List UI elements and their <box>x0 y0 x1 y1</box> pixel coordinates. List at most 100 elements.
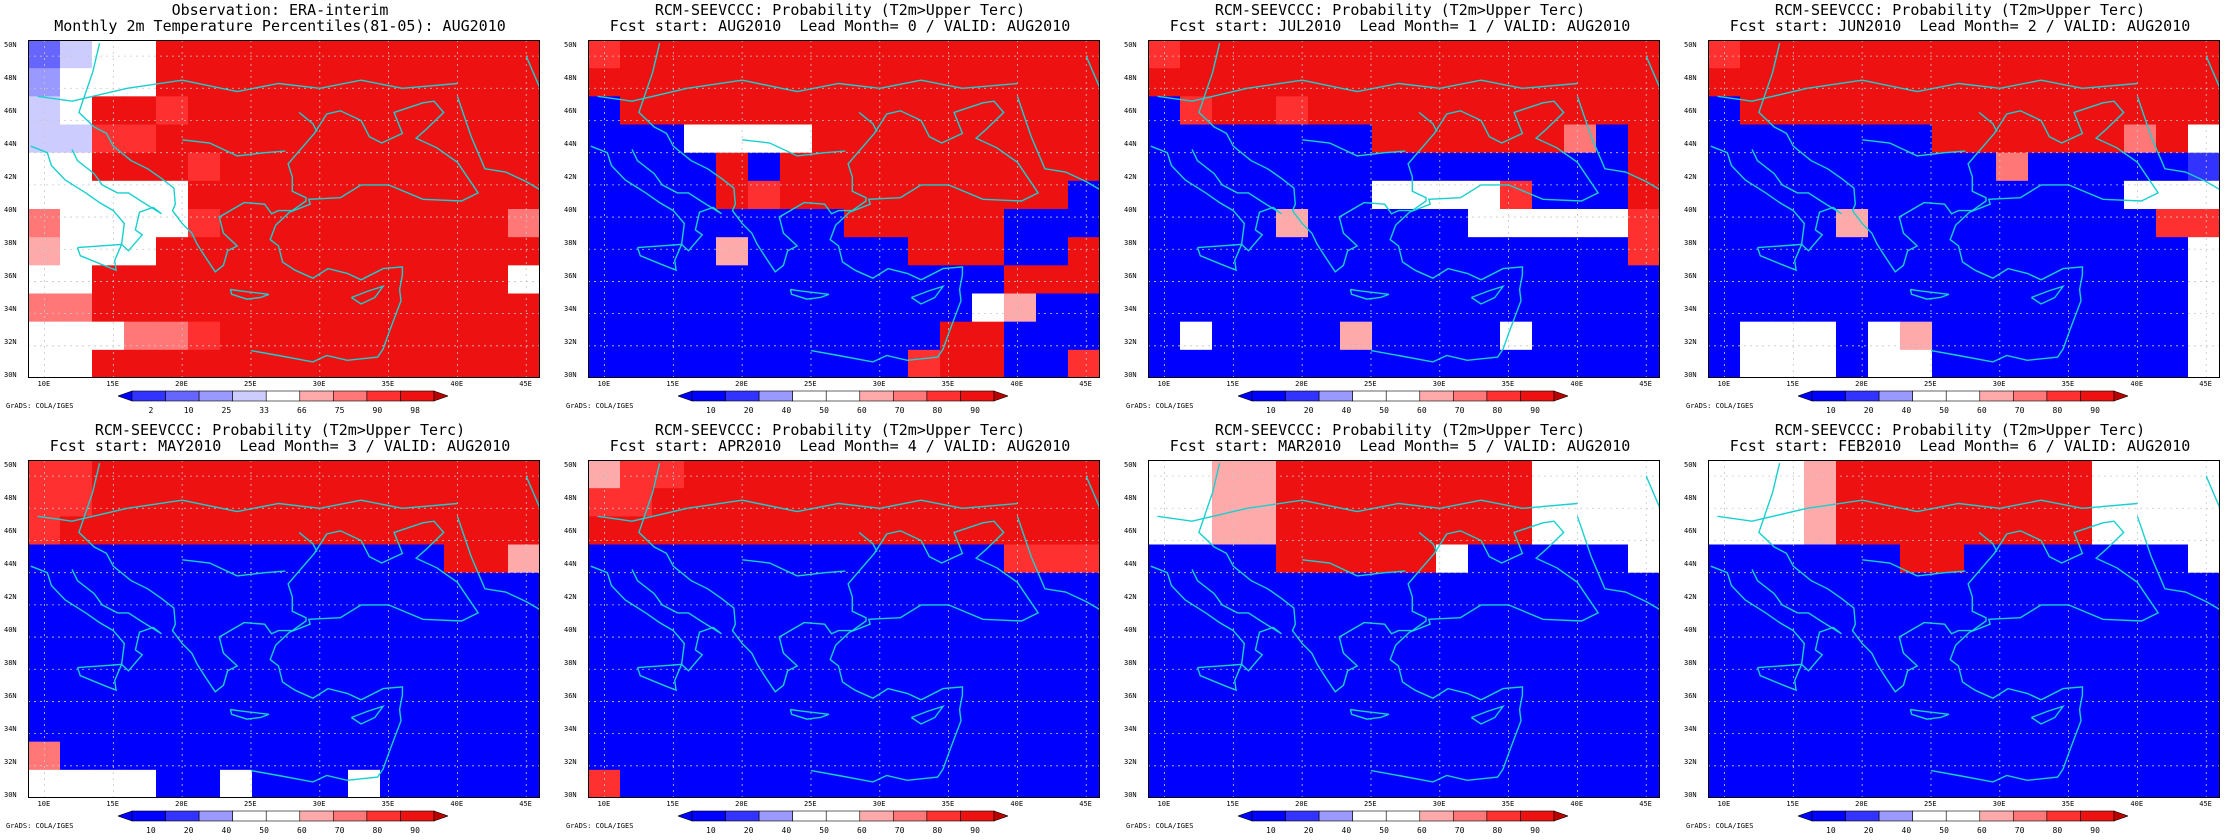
lat-label: 46N <box>4 107 17 115</box>
colorbar-swatch <box>859 390 894 402</box>
lat-label: 50N <box>1684 41 1697 49</box>
grid-cell <box>1964 488 1997 517</box>
grid-cell <box>1932 460 1965 489</box>
grid-cell <box>716 600 749 630</box>
grid-cell <box>2060 124 2093 154</box>
colorbar-tick-label: 70 <box>895 406 905 415</box>
grid-cell <box>876 209 909 238</box>
grid-cell <box>220 180 253 210</box>
grid-cell <box>444 488 477 517</box>
grid-cell <box>684 265 717 295</box>
grid-cell <box>348 769 381 798</box>
grid-cell <box>1180 237 1213 266</box>
grid-cell <box>316 96 349 126</box>
grid-cell <box>1372 209 1405 238</box>
grid-cell <box>92 293 125 323</box>
colorbar-swatch <box>333 810 368 822</box>
colorbar-container: 10 20 40 50 60 70 80 90 <box>677 810 1009 840</box>
grid-cell <box>508 349 540 378</box>
lat-label: 48N <box>1124 74 1137 82</box>
grid-cell <box>1804 237 1837 266</box>
grid-cell <box>2060 713 2093 743</box>
grid-cell <box>1900 152 1933 182</box>
lat-label: 44N <box>4 560 17 568</box>
colorbar-swatch <box>1385 390 1421 402</box>
grid-cell <box>1564 237 1597 266</box>
lon-label: 35E <box>941 380 955 388</box>
grid-cell <box>1964 685 1997 715</box>
grid-cell <box>908 40 941 69</box>
lon-label: 45E <box>1639 380 1652 388</box>
lat-label: 48N <box>4 74 17 82</box>
grid-cell <box>1004 657 1037 686</box>
grid-cell <box>124 600 157 630</box>
grid-cell <box>220 657 253 686</box>
grid-cell <box>876 293 909 323</box>
lon-label: 15E <box>1786 380 1799 388</box>
grid-cell <box>1244 516 1277 546</box>
grid-cell <box>1276 657 1309 686</box>
lon-label: 45E <box>1079 800 1092 808</box>
grid-cell <box>1804 265 1837 295</box>
lon-label: 30E <box>1432 800 1446 808</box>
lat-label: 38N <box>1684 239 1697 247</box>
grid-cell <box>188 124 221 154</box>
lat-label: 30N <box>4 791 17 799</box>
colorbar-swatch <box>1797 390 1813 402</box>
grid-cell <box>2124 600 2157 630</box>
grid-cell <box>1340 152 1373 182</box>
coastline <box>30 565 162 672</box>
grid-cell <box>1404 685 1437 715</box>
lon-label: 20E <box>1295 800 1308 808</box>
grid-cell <box>1900 293 1933 323</box>
grid-cell <box>716 293 749 323</box>
grid-cell <box>1596 713 1629 743</box>
grid-cell <box>684 460 717 489</box>
grid-cell <box>2124 713 2157 743</box>
grid-cell <box>476 685 509 715</box>
grid-cell <box>1596 685 1629 715</box>
grid-cell <box>1308 713 1341 743</box>
grid-cell <box>252 209 285 238</box>
lat-label: 46N <box>564 527 577 535</box>
colorbar-tick-label: 80 <box>2053 406 2063 415</box>
grid-cell <box>412 96 445 126</box>
grid-cell <box>1596 460 1629 489</box>
grid-cell <box>2188 124 2220 154</box>
grid-cell <box>2092 516 2125 546</box>
grid-cell <box>1372 124 1405 154</box>
colorbar: 10 20 40 50 60 70 80 90 <box>1237 810 1569 835</box>
grid-cell <box>1276 713 1309 743</box>
grid-cell <box>620 544 653 574</box>
grid-cell <box>348 657 381 686</box>
grid-cell <box>1564 40 1597 69</box>
grid-cell <box>812 488 845 517</box>
coastline <box>1302 559 1406 577</box>
grid-cell <box>60 488 93 517</box>
grid-cell <box>1932 544 1965 574</box>
grid-cell <box>812 209 845 238</box>
grid-cell <box>2028 349 2061 378</box>
grid-cell <box>684 685 717 715</box>
lat-label: 48N <box>564 494 577 502</box>
grid-cell <box>1596 600 1629 630</box>
grid-cell <box>1068 293 1100 323</box>
colorbar-tick-label: 60 <box>1417 826 1427 835</box>
grid-cell <box>188 685 221 715</box>
coastline <box>182 559 286 577</box>
grid-cell <box>1932 237 1965 266</box>
lon-label: 30E <box>1992 800 2006 808</box>
grid-cell <box>2124 293 2157 323</box>
grid-cell <box>716 40 749 69</box>
colorbar-swatch <box>1811 810 1846 822</box>
coastline <box>1862 139 1966 157</box>
grid-cell <box>1996 152 2029 182</box>
coastline <box>78 463 480 783</box>
coastline <box>1717 499 2138 522</box>
coastline <box>229 288 270 300</box>
lat-label: 50N <box>1124 41 1137 49</box>
grid-cell <box>1436 237 1469 266</box>
colorbar-container: 10 20 40 50 60 70 80 90 <box>1237 810 1569 840</box>
grid-cell <box>716 657 749 686</box>
grid-cell <box>1276 488 1309 517</box>
